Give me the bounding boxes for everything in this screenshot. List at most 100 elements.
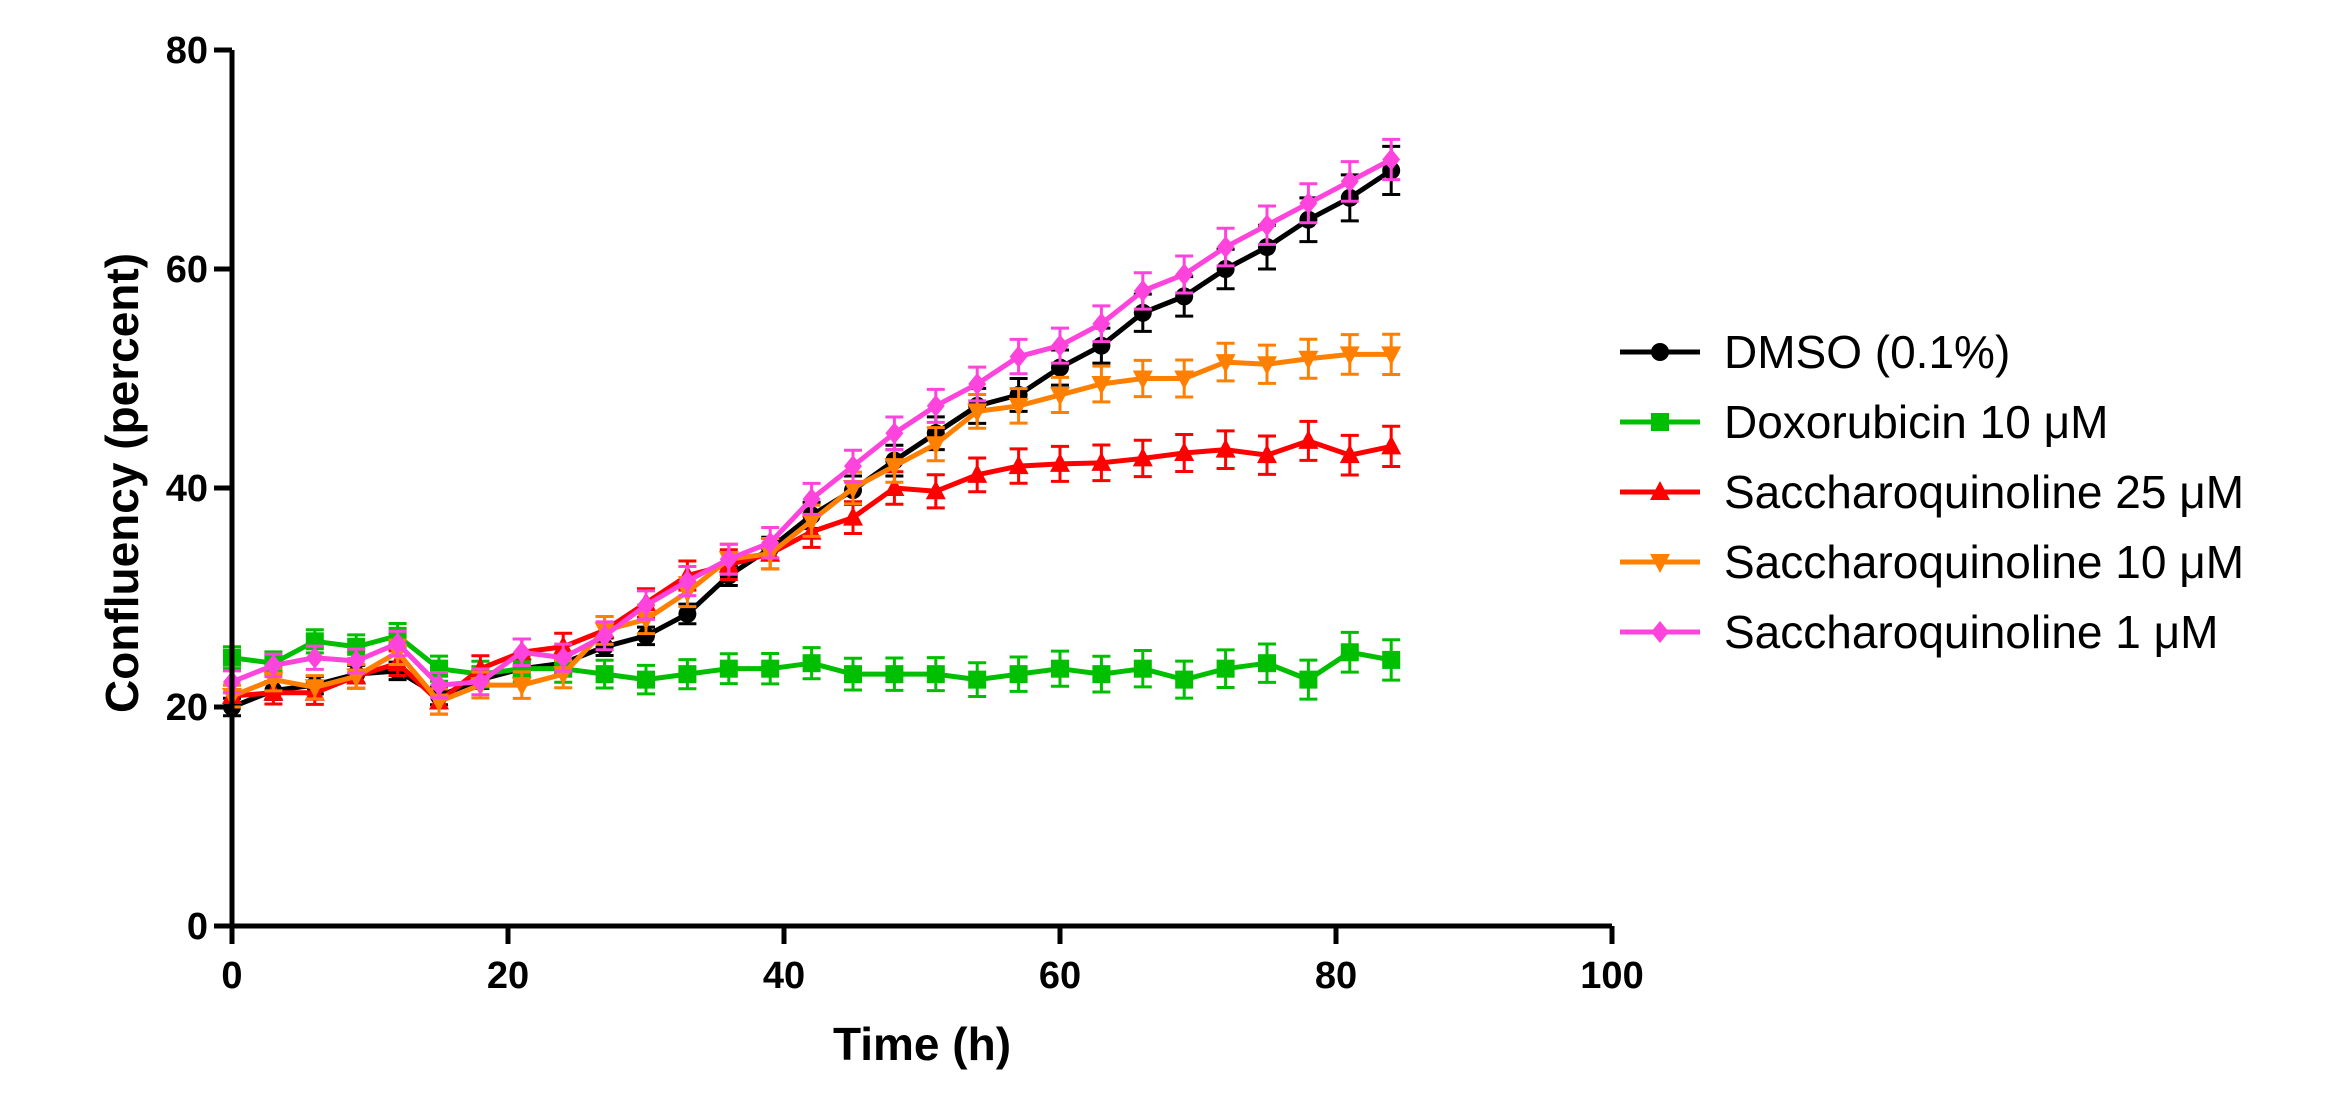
x-tick-label: 60 [1039,955,1081,997]
data-point [884,458,905,478]
data-point [1381,346,1402,366]
legend-swatch-marker [1650,554,1670,573]
data-point [1215,438,1236,458]
data-point [967,403,988,423]
data-point [1257,356,1277,376]
data-point [595,665,614,684]
data-point [512,641,531,664]
data-point [1299,192,1318,215]
data-point [1133,279,1152,302]
data-point [1175,263,1194,286]
data-point [1174,441,1195,461]
legend-swatch-marker [1650,481,1670,500]
y-tick-label: 60 [166,249,208,291]
data-point [1091,375,1112,395]
data-point [884,477,905,496]
legend-label: Doxorubicin 10 μM [1724,396,2108,448]
data-point [1339,346,1360,366]
data-point [761,531,780,554]
data-point [678,570,697,593]
data-point [1382,148,1401,171]
data-point [1381,435,1402,455]
data-point [885,422,904,445]
data-point [678,604,697,623]
data-point [968,670,987,689]
data-point [926,665,945,684]
data-point [1382,650,1401,669]
series-line [231,157,1393,688]
data-point [1175,670,1194,689]
data-point [554,646,573,669]
data-point [347,637,366,656]
y-tick-label: 0 [187,906,208,948]
legend-swatch-marker [1651,413,1669,431]
data-point [1050,452,1070,472]
data-point [1215,354,1236,374]
x-tick-label: 100 [1580,955,1643,997]
legend-swatch-marker [1651,343,1669,361]
plot-area [222,137,1402,718]
data-point [1132,447,1153,467]
data-point [802,654,821,673]
data-point [471,670,490,693]
data-point [1258,654,1276,673]
data-point [264,654,283,677]
data-point [511,677,532,697]
y-tick-label: 80 [166,30,208,72]
data-point [843,480,863,499]
data-point [1258,238,1276,257]
data-point [801,512,822,532]
data-point [1339,444,1360,464]
data-point [885,665,904,684]
data-point [843,506,863,526]
data-point [1216,236,1235,259]
data-point [304,679,325,699]
data-point [1051,334,1069,357]
data-point [637,594,655,617]
data-point [1051,659,1069,678]
legend-label: Saccharoquinoline 1 μM [1724,606,2218,658]
data-point [719,659,738,678]
legend-item-3: Saccharoquinoline 10 μM [1620,536,2244,588]
x-tick-label: 0 [221,955,242,997]
data-point [761,659,780,678]
data-point [388,632,407,655]
data-point [925,436,946,456]
data-point [1299,670,1318,689]
legend-label: DMSO (0.1%) [1724,326,2010,378]
legend-label: Saccharoquinoline 25 μM [1724,466,2244,518]
data-point [967,463,988,483]
legend: DMSO (0.1%) Doxorubicin 10 μM Saccharoquin… [1620,326,2244,658]
data-point [1091,451,1112,471]
data-point [802,487,821,510]
data-point [925,480,946,500]
axes: 0 20 40 60 80 0 20 40 60 80 100 [166,30,1644,997]
data-point [719,548,738,571]
y-axis-title: Confluency (percent) [96,253,148,713]
data-point [1092,312,1111,335]
data-point [678,665,697,684]
data-point [1009,345,1028,368]
data-point [968,372,987,395]
data-point [347,650,366,673]
legend-item-0: DMSO (0.1%) [1620,326,2010,378]
data-point [1174,370,1195,390]
legend-item-1: Doxorubicin 10 μM [1620,396,2108,448]
data-point [1257,444,1277,464]
data-point [637,670,655,689]
data-point [637,626,655,645]
data-point [1008,455,1029,475]
data-point [1340,643,1359,662]
data-point [1092,665,1111,684]
data-point [926,394,945,417]
data-point [430,674,448,697]
data-point [1009,665,1028,684]
data-point [1008,397,1029,417]
x-tick-label: 40 [763,955,805,997]
legend-swatch-marker [1651,621,1669,643]
data-point [595,624,614,647]
data-point [1258,214,1276,237]
series-4 [223,137,1401,700]
data-point [1216,659,1235,678]
